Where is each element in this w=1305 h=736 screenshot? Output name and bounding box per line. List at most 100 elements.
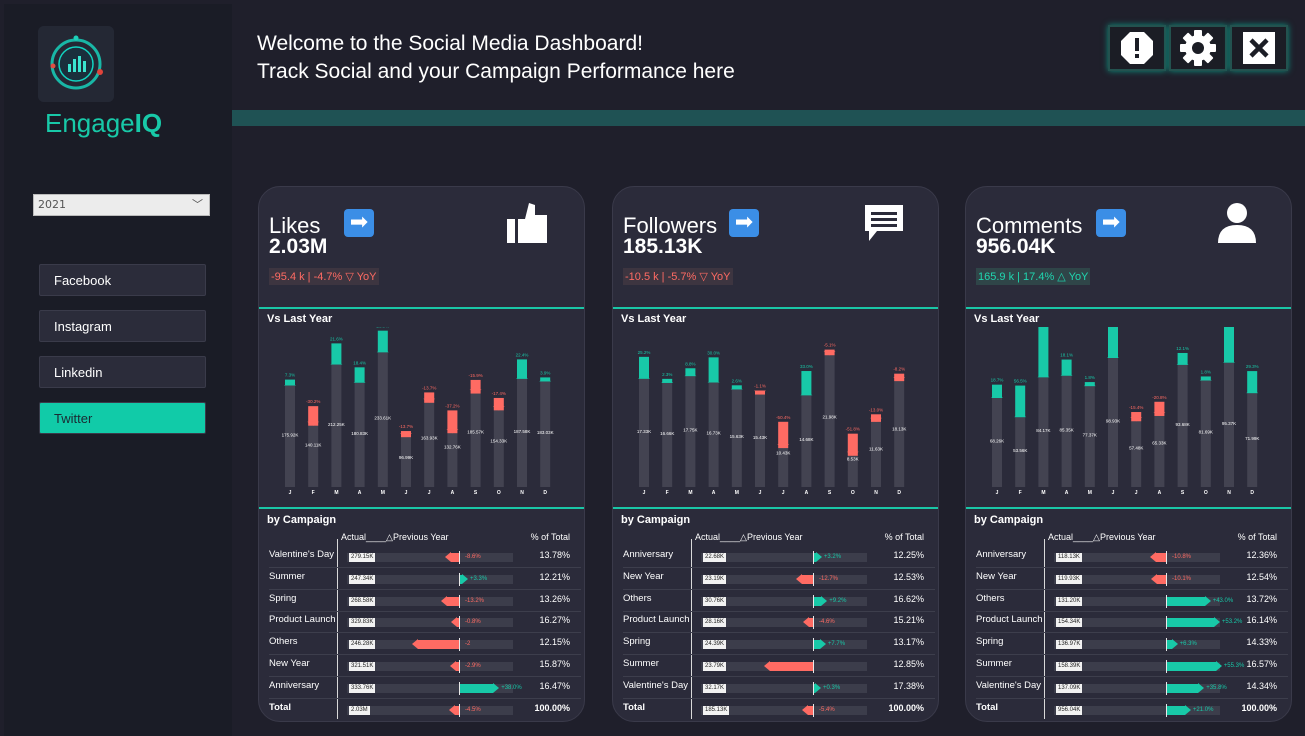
chart-bar[interactable] [354,382,365,487]
campaign-bar-track[interactable] [347,683,513,693]
section-divider [966,307,1291,309]
chart-bar[interactable] [801,395,812,487]
chart-delta-bar [1154,401,1165,416]
chart-bar[interactable] [731,389,742,487]
chart-delta-bar [331,343,342,365]
chart-bar[interactable] [1224,362,1234,487]
chart-bar[interactable] [1154,401,1165,487]
campaign-bar-track[interactable] [347,618,513,628]
campaign-bar-track[interactable] [701,640,867,650]
close-button[interactable] [1230,25,1288,71]
campaign-baseline-marker [459,660,460,673]
chart-bar[interactable] [377,352,388,487]
chart-bar[interactable] [447,410,458,487]
campaign-bar-track[interactable] [1054,596,1220,606]
chart-bar[interactable] [493,397,504,487]
campaign-actual-value: 185.13K [703,705,730,715]
chart-bar[interactable] [1247,393,1258,487]
followers-card: Followers ➡ 185.13K -10.5 k | -5.7% ▽ YoY Vs… [612,186,939,722]
chart-month-label: J [1135,490,1138,496]
chart-bar[interactable] [1015,417,1026,487]
chart-bar[interactable] [1061,375,1072,487]
campaign-bar-track[interactable] [1054,574,1220,584]
campaign-actual-value: 28.16K [703,618,727,628]
chart-bar[interactable] [778,421,789,487]
chart-bar[interactable] [470,379,481,487]
campaign-bar-track[interactable] [347,553,513,562]
campaign-delta-arrow [795,573,802,584]
chart-bar[interactable] [708,382,719,487]
chart-bar[interactable] [1177,364,1188,487]
campaign-bar-track[interactable] [701,618,867,628]
chart-bar[interactable] [894,373,905,487]
chart-delta-bar [801,371,812,396]
campaign-bar-track[interactable] [701,553,867,562]
nav-instagram[interactable]: Instagram [39,310,206,342]
campaign-name: Others [976,592,1005,604]
chart-bar[interactable] [1084,386,1095,487]
campaign-bar-track[interactable] [1054,662,1220,671]
chart-bar[interactable] [517,378,527,487]
year-dropdown[interactable]: 2021 ﹀ [33,194,210,216]
vs-last-year-title: Vs Last Year [974,313,1040,325]
settings-button[interactable] [1169,25,1227,71]
chart-bar[interactable] [992,397,1002,487]
chart-bar[interactable] [824,349,835,487]
chart-bar[interactable] [685,376,696,487]
chart-bar[interactable] [331,364,342,487]
drill-arrow-button[interactable]: ➡ [729,209,759,237]
chart-bar[interactable] [639,378,649,487]
chart-bar[interactable] [871,414,881,487]
chart-value-label: 185.57K [467,429,484,434]
chart-bar[interactable] [1038,377,1049,487]
campaign-bar-track[interactable] [1054,683,1220,693]
chart-value-label: 154.33K [490,438,507,443]
campaign-bar-track[interactable] [347,596,513,606]
nav-twitter[interactable]: Twitter [39,402,206,434]
chart-bar[interactable] [755,390,765,487]
campaign-bar-track[interactable] [1054,640,1220,650]
chart-bar[interactable] [1200,380,1211,487]
chart-bar[interactable] [285,385,295,487]
campaign-bar-track[interactable] [1054,618,1220,628]
year-dropdown-value: 2021 [38,198,66,211]
chart-bar[interactable] [424,392,435,487]
chart-bar[interactable] [1131,412,1142,487]
nav-facebook[interactable]: Facebook [39,264,206,296]
chart-bar[interactable] [1108,357,1118,487]
chart-delta-label: 1.8% [1201,369,1211,374]
drill-arrow-button[interactable]: ➡ [1096,209,1126,237]
campaign-delta-label: -4.6% [819,619,835,626]
drill-arrow-button[interactable]: ➡ [344,209,374,237]
campaign-bar-track[interactable] [701,683,867,693]
campaign-bar-track[interactable] [347,662,513,671]
campaign-bar-track[interactable] [347,705,513,715]
nav-linkedin[interactable]: Linkedin [39,356,206,388]
campaign-bar-track[interactable] [701,574,867,584]
campaign-bar-track[interactable] [701,596,867,606]
campaign-bar-track[interactable] [701,705,867,715]
chart-value-label: 16.66K [660,431,674,436]
chart-delta-bar [424,392,435,403]
campaign-bar-track[interactable] [1054,705,1220,715]
chart-month-label: F [666,490,669,496]
chart-bar[interactable] [401,431,411,487]
chart-bar[interactable] [662,382,673,487]
alert-button[interactable] [1108,25,1166,71]
arrow-right-icon: ➡ [734,210,754,235]
chart-delta-arrow [893,377,906,382]
campaign-bar-track[interactable] [1054,553,1220,562]
row-separator [623,632,935,634]
campaign-pct-of-total: 13.26% [539,593,570,604]
chart-delta-label: -5.1% [824,343,836,348]
chart-bar[interactable] [847,433,858,487]
chart-value-label: 183.03K [537,430,554,435]
chart-delta-label: 2.6% [732,378,742,383]
chart-delta-arrow [684,372,697,377]
chart-value-label: 65.33K [1152,440,1166,445]
chart-delta-label: 8.8% [685,361,695,366]
chart-bar[interactable] [308,406,319,487]
chart-bar[interactable] [540,381,551,487]
campaign-bar-track[interactable] [347,574,513,584]
monthly-bar-chart: 18.7%68.26KJ56.5%53.56KF68.5%84.17KM18.1… [990,327,1259,496]
